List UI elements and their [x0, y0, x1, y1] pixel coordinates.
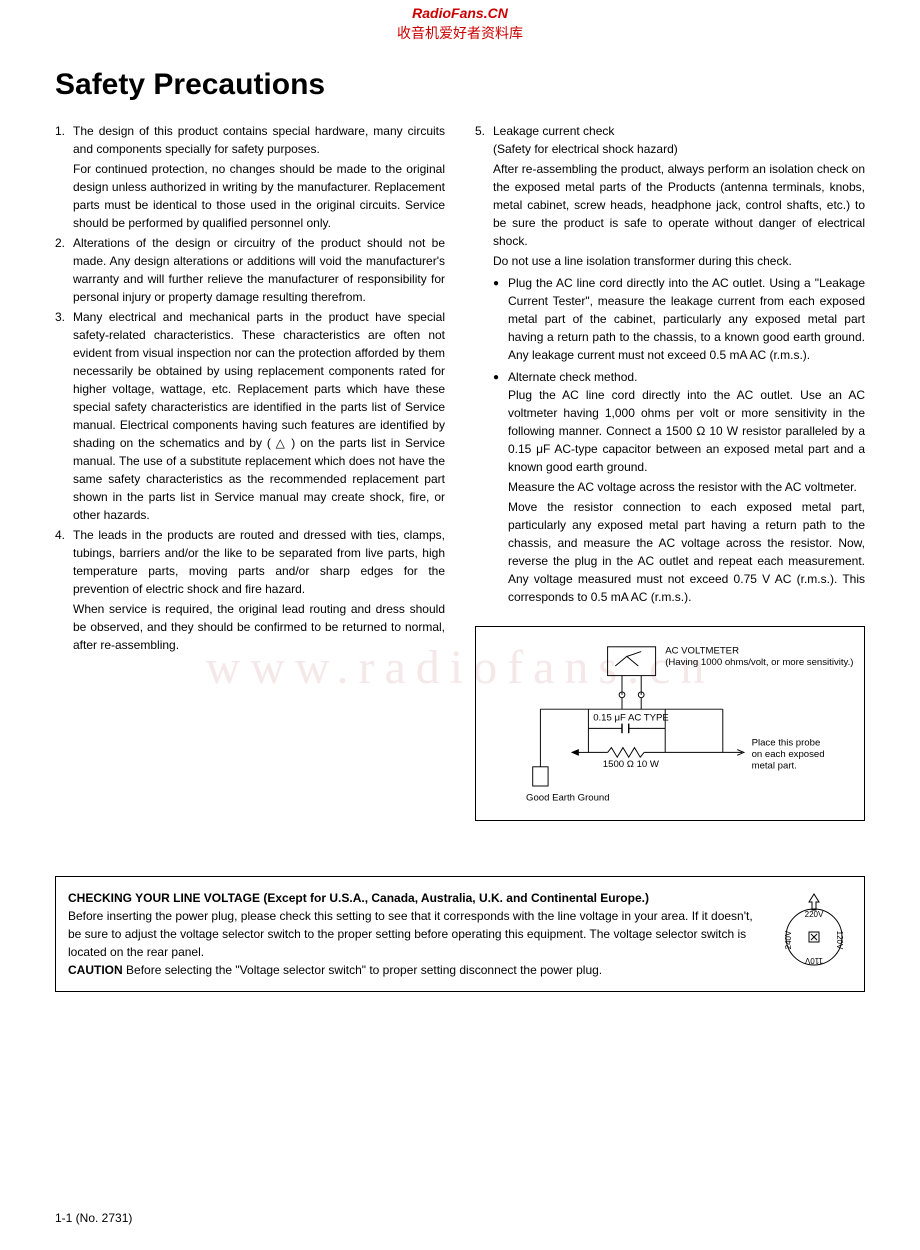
list-item-3: 3. Many electrical and mechanical parts …: [55, 308, 445, 524]
watermark-url: RadioFans.CN: [0, 5, 920, 21]
bullet-marker: ●: [493, 274, 508, 364]
list-number: 3.: [55, 308, 73, 524]
voltage-check-box: CHECKING YOUR LINE VOLTAGE (Except for U…: [55, 876, 865, 992]
list-text: Leakage current check (Safety for electr…: [493, 122, 865, 606]
item-para: Do not use a line isolation transformer …: [493, 252, 865, 270]
item-text: The leads in the products are routed and…: [73, 528, 445, 596]
voltmeter-sub: (Having 1000 ohms/volt, or more sensitiv…: [665, 657, 853, 668]
voltmeter-label: AC VOLTMETER: [665, 646, 739, 657]
svg-text:on each exposed: on each exposed: [752, 749, 825, 760]
left-column: 1. The design of this product contains s…: [55, 122, 445, 821]
svg-text:110V: 110V: [804, 956, 823, 965]
bullet-para: Move the resistor connection to each exp…: [508, 498, 865, 606]
item-sub: When service is required, the original l…: [73, 600, 445, 654]
right-column: 5. Leakage current check (Safety for ele…: [475, 122, 865, 821]
list-number: 4.: [55, 526, 73, 654]
bullet-para: Measure the AC voltage across the resist…: [508, 478, 865, 496]
diagram-svg: AC VOLTMETER (Having 1000 ohms/volt, or …: [486, 642, 854, 810]
caution-label: CAUTION: [68, 963, 123, 977]
capacitor-label: 0.15 μF AC TYPE: [593, 713, 669, 724]
ground-label: Good Earth Ground: [526, 792, 610, 803]
resistor-label: 1500 Ω 10 W: [603, 759, 659, 770]
voltage-title: CHECKING YOUR LINE VOLTAGE (Except for U…: [68, 891, 649, 905]
bullet-text: Plug the AC line cord directly into the …: [508, 274, 865, 364]
list-text: The leads in the products are routed and…: [73, 526, 445, 654]
bullet-text: Alternate check method. Plug the AC line…: [508, 368, 865, 606]
watermark-header: RadioFans.CN 收音机爱好者资料库: [0, 0, 920, 43]
item-text: The design of this product contains spec…: [73, 124, 445, 156]
list-number: 5.: [475, 122, 493, 606]
item-sub: For continued protection, no changes sho…: [73, 160, 445, 232]
list-number: 1.: [55, 122, 73, 232]
page-title: Safety Precautions: [55, 68, 920, 102]
svg-text:240V: 240V: [784, 930, 793, 949]
list-item-2: 2. Alterations of the design or circuitr…: [55, 234, 445, 306]
content-area: 1. The design of this product contains s…: [0, 122, 920, 821]
list-text: Many electrical and mechanical parts in …: [73, 308, 445, 524]
bullet-title: Alternate check method.: [508, 368, 865, 386]
list-number: 2.: [55, 234, 73, 306]
list-text: Alterations of the design or circuitry o…: [73, 234, 445, 306]
bullet-2: ● Alternate check method. Plug the AC li…: [493, 368, 865, 606]
page-number: 1-1 (No. 2731): [55, 1211, 132, 1225]
list-text: The design of this product contains spec…: [73, 122, 445, 232]
svg-text:metal part.: metal part.: [752, 761, 797, 772]
item-para: After re-assembling the product, always …: [493, 160, 865, 250]
svg-text:120V: 120V: [835, 931, 844, 950]
bullet-marker: ●: [493, 368, 508, 606]
bullet-1: ● Plug the AC line cord directly into th…: [493, 274, 865, 364]
voltage-text: Before inserting the power plug, please …: [68, 907, 764, 961]
svg-text:Place this probe: Place this probe: [752, 738, 821, 749]
svg-text:220V: 220V: [805, 910, 824, 919]
item-subtitle: (Safety for electrical shock hazard): [493, 140, 865, 158]
voltage-caution: CAUTION Before selecting the "Voltage se…: [68, 961, 764, 979]
watermark-chinese: 收音机爱好者资料库: [0, 23, 920, 43]
circuit-diagram: AC VOLTMETER (Having 1000 ohms/volt, or …: [475, 626, 865, 821]
list-item-1: 1. The design of this product contains s…: [55, 122, 445, 232]
item-title: Leakage current check: [493, 122, 865, 140]
voltage-selector-icon: 220V 120V 110V 240V: [779, 892, 849, 972]
list-item-5: 5. Leakage current check (Safety for ele…: [475, 122, 865, 606]
list-item-4: 4. The leads in the products are routed …: [55, 526, 445, 654]
bullet-para: Plug the AC line cord directly into the …: [508, 386, 865, 476]
caution-text: Before selecting the "Voltage selector s…: [126, 963, 602, 977]
